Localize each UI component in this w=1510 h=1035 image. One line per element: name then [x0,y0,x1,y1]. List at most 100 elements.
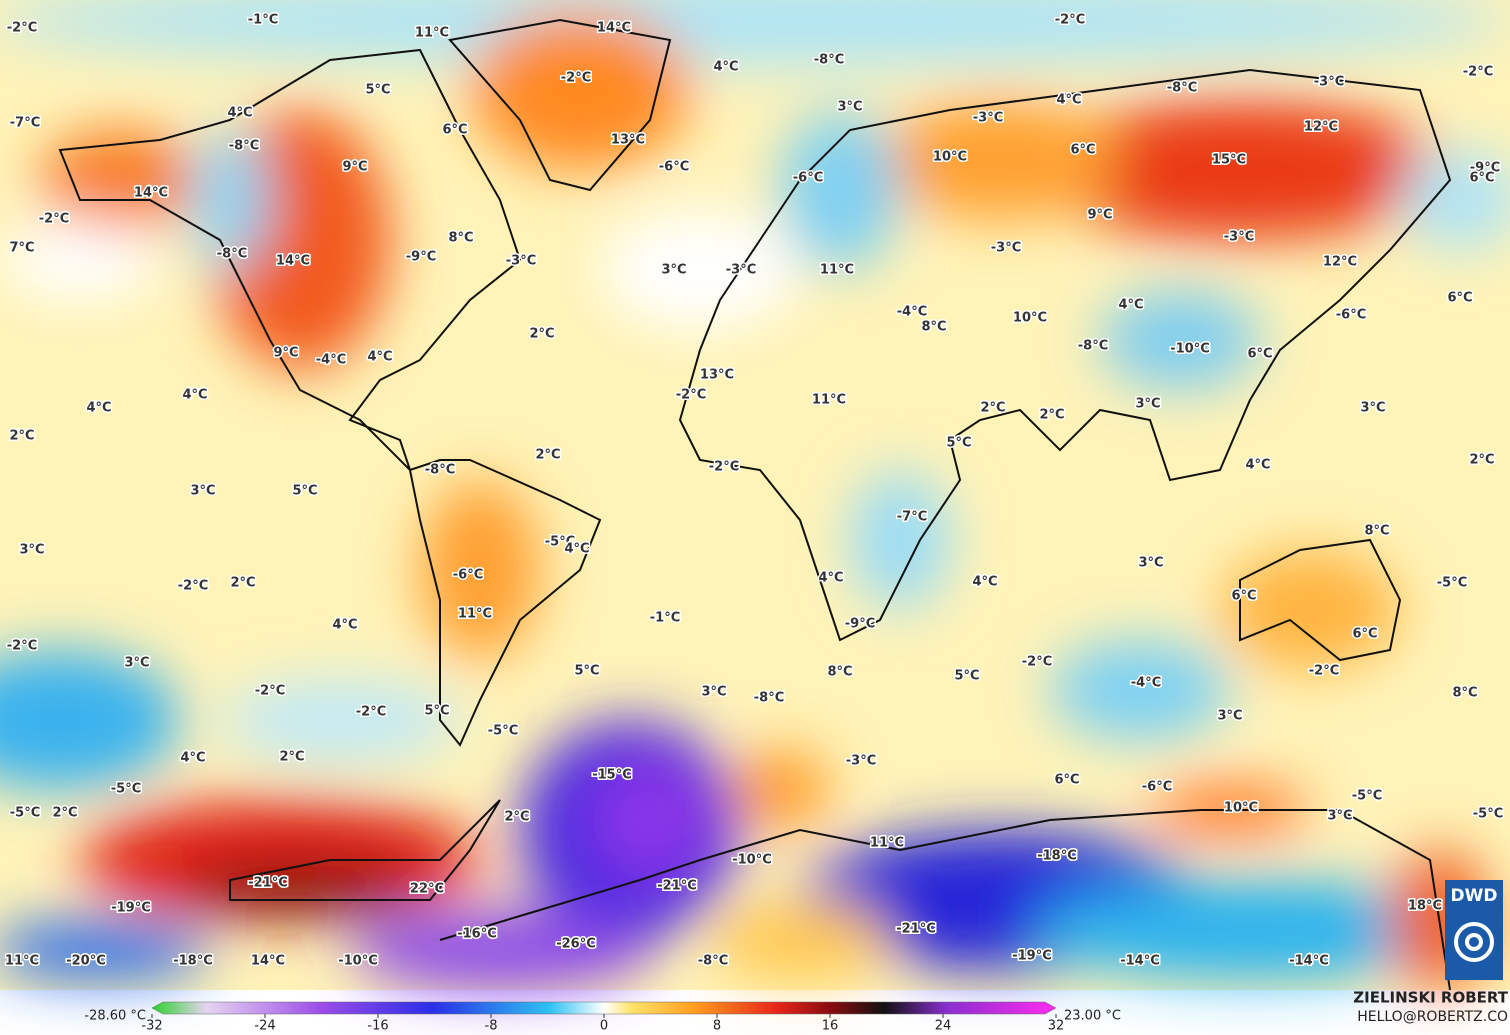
temperature-label: 4°C [1245,458,1270,473]
temperature-label: -18°C [1037,849,1077,864]
temperature-label: 10°C [933,150,967,165]
temperature-label: -2°C [1022,655,1052,670]
logo-text: DWD [1451,886,1498,906]
temperature-label: 9°C [273,346,298,361]
temperature-label: -19°C [111,901,151,916]
temperature-label: 8°C [827,665,852,680]
colorbar-tick-label: 8 [713,1019,721,1034]
temperature-label: -8°C [698,954,728,969]
temperature-label: 10°C [1224,801,1258,816]
temperature-label: 15°C [1212,153,1246,168]
temperature-label: -2°C [709,460,739,475]
colorbar-min: -28.60 °C [84,1009,146,1024]
temperature-label: -19°C [1012,949,1052,964]
temperature-label: 3°C [1217,709,1242,724]
temperature-label: -4°C [316,353,346,368]
temperature-label: -6°C [453,568,483,583]
temperature-label: 4°C [564,542,589,557]
temperature-label: -1°C [248,13,278,28]
temperature-label: -5°C [10,806,40,821]
temperature-label: -14°C [1120,954,1160,969]
temperature-label: 8°C [1452,686,1477,701]
temperature-label: 11°C [5,954,39,969]
temperature-label: -6°C [659,160,689,175]
temperature-label: -16°C [457,927,497,942]
temperature-label: 22°C [410,882,444,897]
temperature-label: -21°C [896,922,936,937]
temperature-label: 6°C [1469,171,1494,186]
temperature-label: 11°C [812,393,846,408]
temperature-label: 9°C [342,160,367,175]
temperature-label: -2°C [7,639,37,654]
colorbar-max: 23.00 °C [1064,1009,1121,1024]
colorbar [151,1001,1057,1015]
temperature-label: 5°C [574,664,599,679]
temperature-label: -5°C [545,535,575,550]
logo-swirl [1454,922,1494,962]
temperature-label: -2°C [356,705,386,720]
temperature-label: 4°C [227,106,252,121]
temperature-label: 5°C [424,704,449,719]
temperature-label: 14°C [276,254,310,269]
temperature-label: 3°C [190,484,215,499]
logo-swirl [1465,933,1483,951]
temperature-labels: -2°C -1°C 11°C 14°C -2°C -2°C -8°C 4°C -2°C 5°C -3… [3,11,1504,970]
temperature-label: 3°C [837,100,862,115]
colorbar-tick-label: 32 [1048,1019,1065,1034]
temperature-label: -5°C [1437,576,1467,591]
temperature-label: 5°C [292,484,317,499]
colorbar-tick-label: -16 [367,1019,388,1034]
temperature-label: -2°C [178,579,208,594]
temperature-label: 8°C [921,320,946,335]
temperature-label: 11°C [458,607,492,622]
temperature-label: 18°C [1408,899,1442,914]
temperature-label: -8°C [814,53,844,68]
author: ZIELINSKI ROBERT [1353,989,1508,1007]
temperature-label: -9°C [406,250,436,265]
temperature-label: 4°C [1118,298,1143,313]
temperature-label: 3°C [701,685,726,700]
temperature-label: -3°C [991,241,1021,256]
temperature-label: -3°C [1224,230,1254,245]
temperature-label: 11°C [820,263,854,278]
temperature-label: 2°C [504,810,529,825]
temperature-label: 4°C [86,401,111,416]
temperature-label: -3°C [726,263,756,278]
temperature-label: -10°C [338,954,378,969]
temperature-label: 6°C [1054,773,1079,788]
temperature-label: -5°C [1473,807,1503,822]
temperature-label: -3°C [973,111,1003,126]
temperature-label: 3°C [661,263,686,278]
temperature-label: 2°C [1469,453,1494,468]
temperature-label: -6°C [793,171,823,186]
logo [1445,880,1503,980]
temperature-label: -21°C [248,876,288,891]
temperature-label: 7°C [9,241,34,256]
coastlines [58,18,1452,991]
temperature-label: 3°C [1138,556,1163,571]
temperature-label: 11°C [415,26,449,41]
temperature-label: 4°C [1056,93,1081,108]
temperature-label: -14°C [1289,954,1329,969]
temperature-label: -3°C [1314,75,1344,90]
temperature-label: -2°C [1309,664,1339,679]
temperature-label: 2°C [529,327,554,342]
temperature-label: -10°C [1170,342,1210,357]
temperature-label: -8°C [425,463,455,478]
colorbar-tick-label: 24 [935,1019,952,1034]
temperature-label: 4°C [332,618,357,633]
temperature-label: 2°C [535,448,560,463]
temperature-label: -8°C [1078,339,1108,354]
colorbar-tick-label: -8 [485,1019,498,1034]
temperature-label: -8°C [754,691,784,706]
temperature-label: 4°C [367,350,392,365]
temperature-label: -6°C [1336,308,1366,323]
temperature-label: 14°C [251,954,285,969]
temperature-label: -8°C [1167,81,1197,96]
temperature-label: 14°C [597,21,631,36]
temperature-label: 5°C [946,436,971,451]
temperature-label: -3°C [846,754,876,769]
temperature-label: 8°C [1364,524,1389,539]
temperature-label: 13°C [700,368,734,383]
temperature-label: -2°C [255,684,285,699]
